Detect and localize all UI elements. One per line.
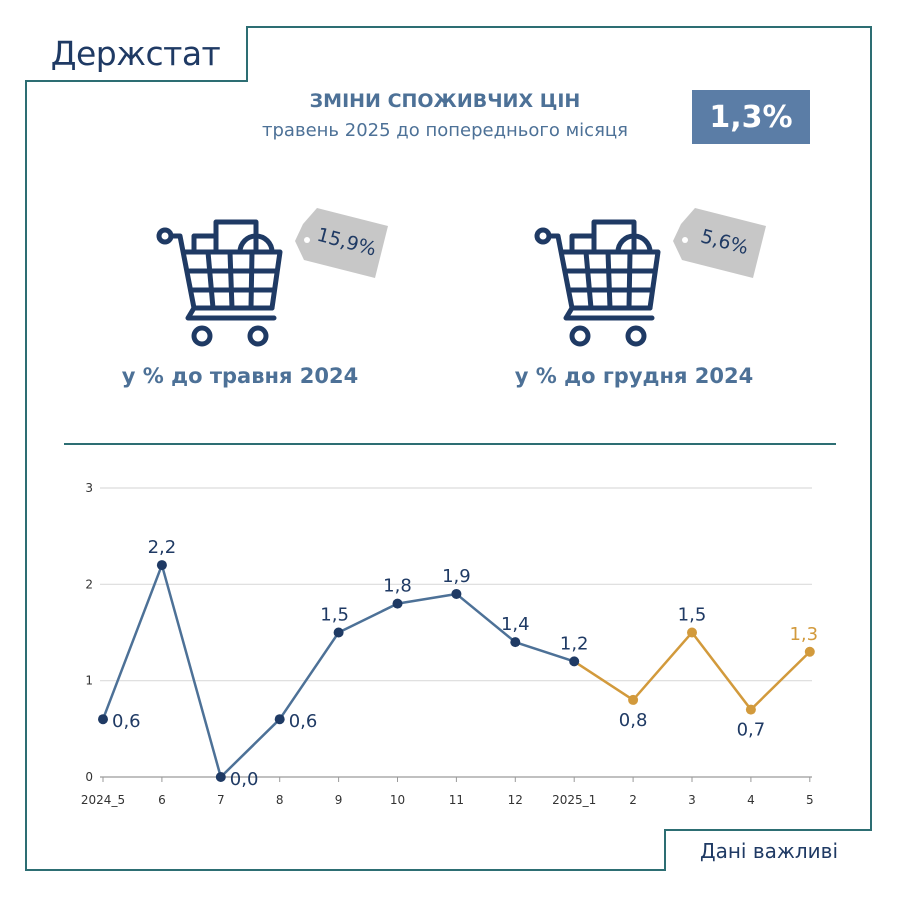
data-point bbox=[392, 598, 403, 609]
yoy-label: у % до травня 2024 bbox=[121, 364, 359, 388]
infographic-frame bbox=[25, 26, 872, 871]
data-point bbox=[510, 637, 521, 648]
page-title: ЗМІНИ СПОЖИВЧИХ ЦІН bbox=[309, 90, 581, 112]
y-tick-label: 3 bbox=[85, 481, 93, 495]
price-tag-icon: 5,6% bbox=[673, 208, 766, 278]
shopping-cart-icon: 15,9% bbox=[156, 208, 388, 347]
y-tick-label: 1 bbox=[85, 674, 93, 688]
monthly-change-badge: 1,3% bbox=[692, 90, 810, 144]
data-label: 1,8 bbox=[383, 576, 412, 597]
x-tick-label: 6 bbox=[158, 793, 166, 807]
x-tick-label: 11 bbox=[449, 793, 464, 807]
x-tick-label: 2 bbox=[629, 793, 637, 807]
data-label: 1,5 bbox=[678, 605, 707, 626]
shopping-cart-icon: 5,6% bbox=[534, 208, 766, 347]
data-label: 1,3 bbox=[789, 624, 818, 645]
footer-slogan: Дані важливі bbox=[699, 839, 839, 863]
page-subtitle: травень 2025 до попереднього місяця bbox=[262, 120, 628, 141]
data-point bbox=[804, 646, 815, 657]
data-point bbox=[98, 714, 108, 725]
data-label: 1,9 bbox=[442, 566, 471, 587]
monthly-change-value: 1,3% bbox=[709, 99, 793, 135]
data-label: 2,2 bbox=[148, 537, 177, 558]
x-tick-label: 2024_5 bbox=[81, 793, 125, 807]
data-label: 0,8 bbox=[619, 710, 648, 731]
series-line bbox=[101, 563, 575, 779]
x-tick-label: 8 bbox=[276, 793, 284, 807]
data-point bbox=[451, 588, 462, 599]
data-label: 1,5 bbox=[320, 605, 349, 626]
data-point bbox=[687, 627, 697, 638]
footer-slogan-box: Дані важливі bbox=[664, 829, 872, 871]
x-tick-label: 3 bbox=[688, 793, 696, 807]
data-point bbox=[156, 560, 167, 571]
data-point bbox=[569, 656, 580, 667]
data-label: 0,6 bbox=[289, 711, 318, 732]
x-tick-label: 9 bbox=[335, 793, 343, 807]
section-divider bbox=[64, 443, 836, 445]
data-label: 1,2 bbox=[560, 633, 589, 654]
x-tick-label: 5 bbox=[806, 793, 814, 807]
x-tick-label: 7 bbox=[217, 793, 225, 807]
y-tick-label: 0 bbox=[85, 770, 93, 784]
y-tick-label: 2 bbox=[85, 577, 93, 591]
x-tick-label: 4 bbox=[747, 793, 755, 807]
data-label: 0,0 bbox=[230, 769, 259, 790]
x-tick-label: 12 bbox=[508, 793, 523, 807]
data-point bbox=[274, 714, 285, 725]
ytd-label: у % до грудня 2024 bbox=[514, 364, 754, 388]
data-point bbox=[628, 694, 639, 705]
price-tag-icon: 15,9% bbox=[295, 208, 388, 278]
data-label: 0,7 bbox=[737, 720, 766, 741]
data-label: 1,4 bbox=[501, 614, 530, 635]
x-tick-label: 10 bbox=[390, 793, 405, 807]
data-label: 0,6 bbox=[112, 711, 141, 732]
brand-logo-box: Держстат bbox=[25, 26, 248, 82]
x-tick-label: 2025_1 bbox=[552, 793, 596, 807]
data-point bbox=[745, 704, 756, 715]
series-line bbox=[573, 631, 811, 711]
brand-name: Держстат bbox=[50, 33, 221, 73]
data-point bbox=[215, 772, 226, 782]
data-point bbox=[333, 627, 344, 638]
